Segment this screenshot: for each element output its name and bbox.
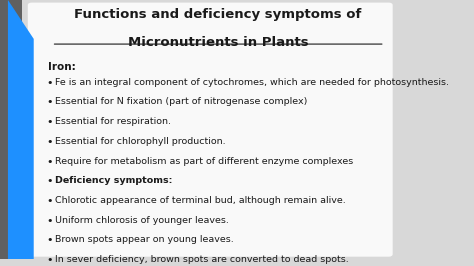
- Text: Iron:: Iron:: [47, 62, 75, 72]
- Text: •: •: [46, 157, 53, 167]
- Text: •: •: [46, 117, 53, 127]
- Text: Essential for respiration.: Essential for respiration.: [55, 117, 171, 126]
- Text: Uniform chlorosis of younger leaves.: Uniform chlorosis of younger leaves.: [55, 216, 228, 225]
- Text: Deficiency symptoms:: Deficiency symptoms:: [55, 176, 172, 185]
- Text: Micronutrients in Plants: Micronutrients in Plants: [128, 36, 309, 49]
- Text: In sever deficiency, brown spots are converted to dead spots.: In sever deficiency, brown spots are con…: [55, 255, 348, 264]
- Polygon shape: [0, 0, 22, 259]
- Text: Essential for chlorophyll production.: Essential for chlorophyll production.: [55, 137, 225, 146]
- Text: •: •: [46, 216, 53, 226]
- Text: •: •: [46, 176, 53, 186]
- Text: •: •: [46, 137, 53, 147]
- Text: •: •: [46, 255, 53, 265]
- Text: Functions and deficiency symptoms of: Functions and deficiency symptoms of: [74, 8, 362, 21]
- Text: •: •: [46, 235, 53, 246]
- Text: •: •: [46, 97, 53, 107]
- Text: Require for metabolism as part of different enzyme complexes: Require for metabolism as part of differ…: [55, 157, 353, 166]
- Text: Fe is an integral component of cytochromes, which are needed for photosynthesis.: Fe is an integral component of cytochrom…: [55, 78, 449, 87]
- FancyBboxPatch shape: [28, 3, 392, 257]
- Polygon shape: [8, 0, 34, 259]
- Text: •: •: [46, 196, 53, 206]
- Text: Brown spots appear on young leaves.: Brown spots appear on young leaves.: [55, 235, 234, 244]
- Text: Chlorotic appearance of terminal bud, although remain alive.: Chlorotic appearance of terminal bud, al…: [55, 196, 346, 205]
- Text: Essential for N fixation (part of nitrogenase complex): Essential for N fixation (part of nitrog…: [55, 97, 307, 106]
- Text: •: •: [46, 78, 53, 88]
